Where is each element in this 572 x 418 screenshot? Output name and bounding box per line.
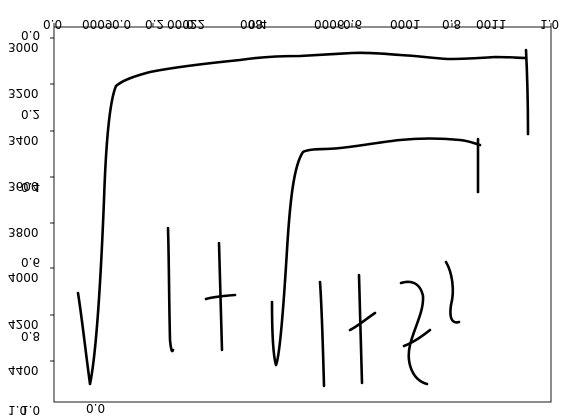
- plus-vertical-2: [357, 273, 364, 385]
- top-tick-label: 0.4: [248, 17, 267, 31]
- top-tick-labels: 0.0 0009 0.0 0.2 0002 0.2 008 0.4 0006 0…: [43, 17, 559, 31]
- left-tick-label: 3600: [8, 179, 39, 193]
- top-tick-label: 1.0: [540, 17, 559, 31]
- bottom-tick-label: 0.0: [86, 401, 105, 415]
- bar-stroke-2: [318, 280, 326, 388]
- plus-horizontal-1: [204, 293, 237, 301]
- top-axis-ticks: [53, 23, 552, 27]
- left-tick-label: 3000: [8, 40, 39, 54]
- left-tick-label: 0.0: [21, 28, 40, 42]
- left-tick-label: 3200: [8, 86, 39, 100]
- bottom-tick-labels: 0.0: [86, 401, 105, 415]
- radical-stroke-1-end: [524, 48, 530, 136]
- top-tick-label: 0.2: [186, 17, 205, 31]
- plus-horizontal-2: [348, 311, 377, 332]
- top-tick-label: 0.0: [43, 17, 62, 31]
- top-tick-label: 0.6: [343, 17, 362, 31]
- top-tick-label: 0002: [167, 17, 198, 31]
- left-tick-label: 0.2: [21, 107, 40, 121]
- left-tick-label: 4200: [8, 317, 39, 331]
- left-tick-labels: 3000 0.0 3200 0.2 3400 3600 0.4 3800 0.6…: [8, 28, 40, 417]
- plus-vertical-1: [217, 241, 224, 352]
- left-tick-label: 1.0: [8, 403, 27, 417]
- top-tick-label: 0011: [476, 17, 507, 31]
- integral-stroke: [399, 280, 429, 386]
- top-tick-label: 0006: [314, 17, 345, 31]
- left-tick-label: 1.0: [21, 403, 40, 417]
- left-axis-ticks: [50, 37, 54, 362]
- top-tick-label: 0009: [82, 17, 113, 31]
- subscript-stroke: [444, 260, 461, 324]
- left-tick-label: 3800: [8, 225, 39, 239]
- left-tick-label: 0.8: [21, 329, 40, 343]
- plot-frame: [53, 26, 552, 403]
- left-tick-label: 0.4: [21, 180, 40, 194]
- top-tick-label: 0.2: [145, 17, 164, 31]
- top-tick-label: 0.8: [442, 17, 461, 31]
- left-tick-label: 0.6: [21, 255, 40, 269]
- top-tick-label: 0001: [390, 17, 421, 31]
- radical-stroke-1: [76, 51, 528, 386]
- left-tick-label: 4400: [8, 363, 39, 377]
- top-tick-label: 008: [240, 17, 263, 31]
- ink-strokes: [76, 48, 530, 388]
- integral-tail: [402, 328, 432, 348]
- top-tick-label: 0.0: [112, 17, 131, 31]
- left-tick-label: 4000: [8, 270, 39, 284]
- radical-stroke-2: [270, 137, 482, 367]
- left-tick-label: 3400: [8, 133, 39, 147]
- bar-stroke-1: [166, 226, 175, 353]
